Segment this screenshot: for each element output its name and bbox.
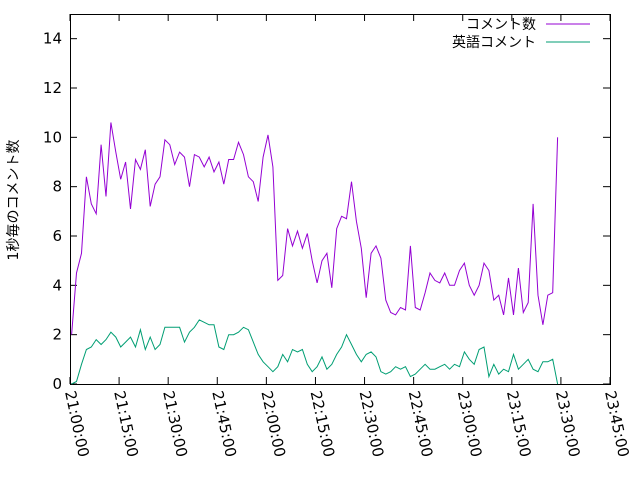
y-tick-label: 2	[52, 326, 62, 344]
x-tick-label: 23:45:00	[601, 389, 633, 459]
legend-label: 英語コメント	[452, 34, 536, 51]
legend-label: コメント数	[466, 17, 536, 33]
x-tick-label: 22:45:00	[405, 389, 437, 459]
y-axis: 0 2 4 6 8 10 12 14	[43, 30, 610, 393]
y-tick-label: 8	[52, 178, 62, 196]
x-tick-label: 21:30:00	[159, 389, 191, 459]
y-tick-label: 10	[43, 128, 62, 146]
y-tick-label: 14	[43, 30, 62, 48]
y-axis-label: 1秒毎のコメント数	[6, 140, 22, 261]
series-layer	[71, 122, 559, 385]
y-tick-label: 12	[43, 79, 62, 97]
x-tick-label: 22:30:00	[356, 389, 388, 459]
y-tick-label: 6	[52, 227, 62, 245]
x-tick-label: 23:00:00	[454, 389, 486, 459]
series-line-1	[71, 122, 559, 335]
x-tick-label: 23:15:00	[503, 389, 535, 459]
x-tick-label: 22:00:00	[257, 389, 289, 459]
y-tick-label: 0	[52, 375, 62, 393]
series-line-2	[71, 319, 559, 385]
x-tick-label: 21:45:00	[208, 389, 240, 459]
x-tick-label: 22:15:00	[307, 389, 339, 459]
y-tick-label: 4	[52, 276, 62, 294]
plot-border	[70, 14, 611, 385]
x-tick-label: 21:00:00	[61, 389, 93, 459]
x-axis: 21:00:00 21:15:00 21:30:00 21:45:00 22:00:00…	[61, 14, 633, 459]
x-tick-label: 23:30:00	[552, 389, 584, 459]
x-tick-label: 21:15:00	[110, 389, 142, 459]
